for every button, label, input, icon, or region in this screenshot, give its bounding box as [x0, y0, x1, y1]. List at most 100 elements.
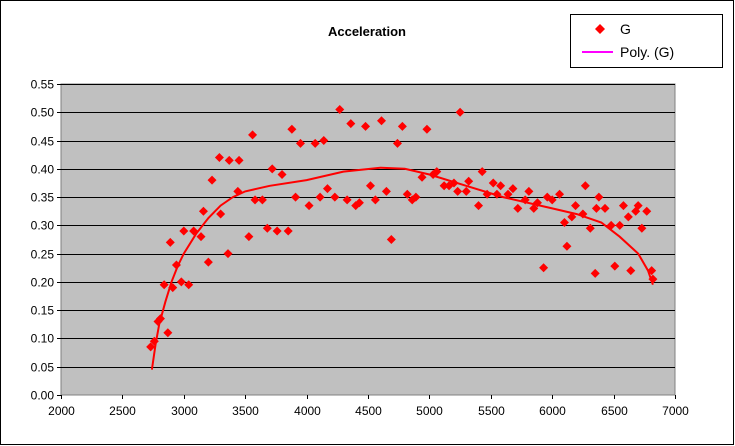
data-point-g [610, 261, 620, 271]
data-point-g [330, 192, 340, 202]
data-point-g [647, 266, 657, 276]
data-point-g [449, 178, 459, 188]
x-tick-label: 7000 [662, 404, 689, 418]
data-point-g [464, 176, 474, 186]
y-tick-label: 0.35 [31, 191, 55, 205]
data-point-g [453, 186, 463, 196]
data-point-g [322, 184, 332, 194]
data-point-g [397, 121, 407, 131]
data-point-g [233, 186, 243, 196]
y-tick-label: 0.30 [31, 219, 55, 233]
x-tick-label: 5500 [478, 404, 505, 418]
data-point-g [370, 195, 380, 205]
data-point-g [168, 283, 178, 293]
x-tick-label: 6500 [601, 404, 628, 418]
data-point-g [365, 181, 375, 191]
plot-area [60, 83, 676, 396]
data-point-g [432, 167, 442, 177]
data-point-g [198, 206, 208, 216]
y-tick-label: 0.15 [31, 304, 55, 318]
data-point-g [402, 189, 412, 199]
data-point-g [257, 195, 267, 205]
data-point-g [342, 195, 352, 205]
data-point-g [315, 192, 325, 202]
data-point-g [361, 121, 371, 131]
data-point-g [508, 184, 518, 194]
data-point-g [386, 235, 396, 244]
data-point-g [248, 130, 258, 140]
data-point-g [547, 195, 557, 205]
data-point-g [176, 277, 186, 287]
data-point-g [439, 181, 449, 191]
data-point-g [626, 266, 636, 276]
data-point-g [600, 203, 610, 213]
x-tick-label: 5000 [416, 404, 443, 418]
data-point-g [520, 195, 530, 205]
x-tick-label: 3500 [232, 404, 259, 418]
data-point-g [594, 192, 604, 202]
data-point-g [585, 223, 595, 233]
data-point-g [196, 232, 206, 242]
x-tick-label: 4500 [355, 404, 382, 418]
data-point-g [539, 263, 549, 273]
chart-title: Acceleration [328, 24, 406, 39]
data-point-g [155, 314, 165, 324]
data-point-g [555, 189, 565, 199]
y-tick-label: 0.10 [31, 332, 55, 346]
data-point-g [529, 203, 539, 213]
data-point-g [346, 119, 356, 129]
data-point-g [262, 223, 272, 233]
data-point-g [571, 201, 581, 211]
legend-label-g: G [620, 21, 631, 37]
data-point-g [319, 136, 329, 146]
data-point-g [165, 237, 175, 247]
x-tick-label: 2500 [109, 404, 136, 418]
data-point-g [207, 175, 217, 185]
data-point-g [496, 181, 506, 191]
y-tick-label: 0.50 [31, 106, 55, 120]
data-point-g [216, 209, 226, 219]
data-point-g [354, 198, 364, 208]
data-point-g [422, 124, 432, 134]
data-point-g [578, 209, 588, 219]
data-point-g [417, 172, 427, 182]
data-point-g [171, 260, 181, 270]
legend-diamond-icon [595, 24, 605, 34]
data-point-g [633, 201, 643, 211]
data-point-g [335, 104, 345, 114]
data-point-g [184, 280, 194, 290]
data-point-g [304, 201, 314, 211]
data-point-g [591, 203, 601, 213]
data-point-g [310, 138, 320, 148]
x-tick-label: 3000 [171, 404, 198, 418]
data-point-g [606, 220, 616, 230]
data-point-g [392, 138, 402, 148]
data-point-g [455, 107, 465, 117]
y-tick-label: 0.40 [31, 163, 55, 177]
data-point-g [411, 192, 421, 202]
x-tick-label: 2000 [48, 404, 75, 418]
trendline-poly-g [150, 166, 654, 370]
data-point-g [203, 257, 213, 267]
x-tick-label: 6000 [539, 404, 566, 418]
data-point-g [267, 164, 277, 174]
data-point-g [477, 167, 487, 177]
legend: G Poly. (G) [570, 14, 723, 68]
y-tick-label: 0.45 [31, 135, 55, 149]
data-point-g [623, 212, 633, 222]
data-point-g [637, 223, 647, 233]
data-point-g [615, 220, 625, 230]
data-point-g [179, 226, 189, 236]
x-tick-label: 4000 [294, 404, 321, 418]
data-point-g [474, 201, 484, 211]
data-point-g [234, 155, 244, 165]
data-point-g [567, 212, 577, 222]
data-point-g [524, 186, 534, 196]
data-point-g [488, 178, 498, 188]
data-point-g [377, 116, 387, 126]
data-point-g [648, 274, 658, 284]
y-tick-label: 0.05 [31, 361, 55, 375]
data-point-g [272, 226, 282, 236]
data-point-g [503, 189, 513, 199]
